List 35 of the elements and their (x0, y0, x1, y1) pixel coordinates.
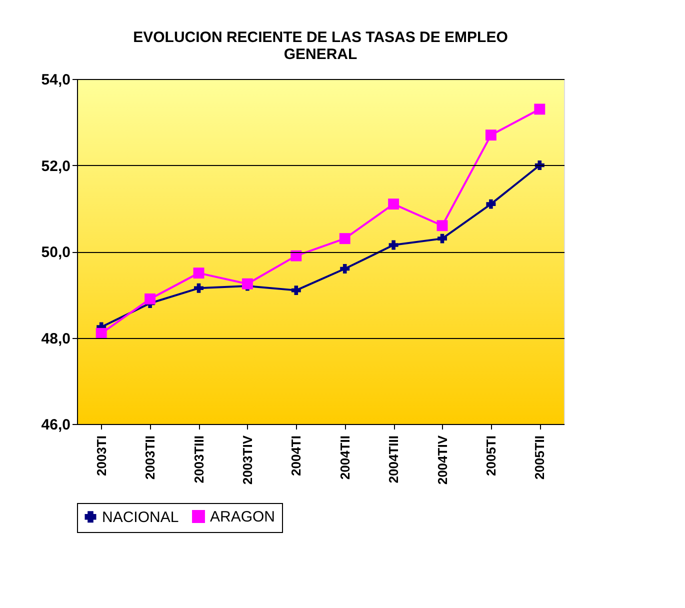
y-tick-label: 48,0 (41, 330, 70, 348)
y-tick-label: 54,0 (41, 72, 70, 88)
legend-label: NACIONAL (102, 508, 179, 526)
x-tick-label: 2003TII (142, 436, 158, 480)
x-tick-label: 2004TI (288, 436, 304, 476)
point (290, 250, 302, 262)
point (291, 286, 301, 296)
text: GENERAL (284, 46, 358, 63)
point (193, 268, 204, 279)
legend-label: ARAGON (210, 508, 276, 526)
x-tick-label: 2003TIV (240, 435, 255, 485)
x-tick-label: 2003TIII (191, 436, 206, 484)
y-tick-label: 50,0 (41, 244, 70, 261)
text: EVOLUCION RECIENTE DE LAS TASAS DE EMPLEO (133, 29, 508, 46)
y-tick-label: 52,0 (41, 158, 70, 175)
point (438, 234, 447, 244)
point (388, 198, 400, 210)
point (194, 283, 204, 293)
x-tick-label: 2004TIII (386, 436, 402, 484)
x-tick-label: 2004TII (337, 436, 352, 480)
point (534, 104, 546, 115)
point (436, 220, 448, 232)
x-tick-label: 2005TI (483, 436, 498, 476)
point (339, 233, 350, 244)
x-tick-label: 2005TII (532, 436, 548, 480)
point (242, 278, 253, 290)
y-tick-label: 46,0 (41, 416, 70, 434)
x-tick-label: 2004TIV (434, 435, 450, 485)
point (144, 293, 156, 304)
x-tick-label: 2003TI (94, 436, 109, 476)
point (340, 264, 350, 274)
point (96, 328, 107, 339)
point (388, 240, 398, 250)
point (485, 130, 496, 141)
point (486, 199, 496, 209)
